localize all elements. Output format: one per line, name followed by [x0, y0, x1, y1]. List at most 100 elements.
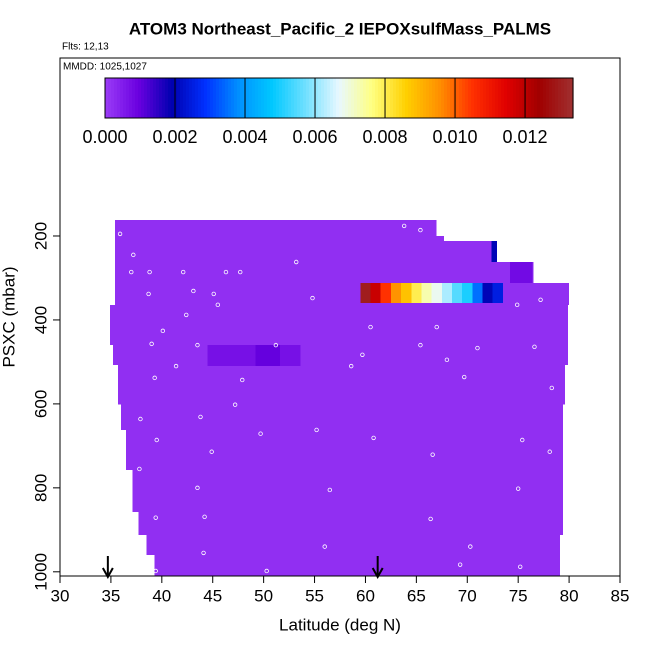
colorbar-swatch [132, 78, 136, 118]
sample-point [468, 544, 473, 549]
colorbar-swatch [222, 78, 226, 118]
curtain-cell [380, 282, 391, 304]
colorbar-swatch [540, 78, 544, 118]
colorbar-swatch [120, 78, 124, 118]
colorbar-swatch [480, 78, 484, 118]
curtain-cell [482, 282, 493, 304]
sample-point [240, 377, 245, 383]
sample-point [547, 449, 552, 454]
sample-point [180, 269, 186, 275]
colorbar-swatch [303, 78, 307, 118]
curtain-cell [462, 282, 473, 304]
colorbar-swatch [213, 78, 217, 118]
curtain-cell [118, 364, 566, 405]
colorbar-swatch [537, 78, 541, 118]
sample-point [514, 302, 520, 308]
colorbar-swatch [201, 78, 205, 118]
colorbar-swatch [441, 78, 445, 118]
colorbar-swatch [255, 78, 259, 118]
colorbar-swatch [360, 78, 364, 118]
colorbar-swatch [504, 78, 508, 118]
colorbar-swatch [267, 78, 271, 118]
y-tick-label: 400 [31, 306, 50, 334]
curtain-cell [279, 345, 301, 367]
colorbar-swatch [294, 78, 298, 118]
colorbar-swatch [156, 78, 160, 118]
sample-point [147, 269, 152, 275]
arrow-head [371, 567, 384, 580]
sample-point [232, 402, 238, 407]
colorbar-swatch [312, 78, 316, 118]
curtain-cell [411, 282, 422, 304]
sample-point [195, 342, 200, 348]
sample-point [549, 385, 554, 391]
sample-point [515, 486, 521, 491]
colorbar-swatch [372, 78, 376, 118]
colorbar-swatch [393, 78, 397, 118]
colorbar-swatch [270, 78, 274, 118]
sample-point [418, 342, 423, 348]
colorbar-swatch [288, 78, 292, 118]
colorbar-swatch [177, 78, 181, 118]
colorbar-swatch [114, 78, 118, 118]
colorbar-swatch [285, 78, 289, 118]
colorbar-swatch [168, 78, 172, 118]
arrow-head [101, 567, 114, 580]
colorbar-swatch [108, 78, 112, 118]
colorbar-swatch [525, 78, 529, 118]
sample-point [131, 252, 136, 258]
sample-point [146, 291, 151, 297]
y-tick-label: 800 [31, 474, 50, 502]
sample-point [117, 231, 123, 237]
sample-point [153, 515, 158, 520]
colorbar-swatch [195, 78, 199, 118]
sample-point [538, 297, 543, 302]
colorbar-swatch [240, 78, 244, 118]
sample-point [191, 288, 196, 294]
sample-point [434, 324, 439, 330]
colorbar-swatch [192, 78, 196, 118]
colorbar-swatch [468, 78, 472, 118]
curtain-cell [109, 304, 569, 346]
colorbar-swatch [486, 78, 490, 118]
sample-point [129, 269, 134, 275]
colorbar-swatch [126, 78, 130, 118]
colorbar-swatch [414, 78, 418, 118]
colorbar-swatch [282, 78, 286, 118]
sample-point [418, 227, 423, 233]
colorbar-swatch [207, 78, 211, 118]
sample-point [273, 342, 279, 348]
turn-arrow [371, 556, 384, 580]
colorbar-swatch [489, 78, 493, 118]
colorbar-tick-label: 0.002 [152, 127, 197, 147]
colorbar-swatch [219, 78, 223, 118]
colorbar-swatch [279, 78, 283, 118]
x-tick-label: 85 [611, 586, 630, 605]
colorbar-swatch [498, 78, 502, 118]
colorbar-swatch [342, 78, 346, 118]
colorbar-swatch [258, 78, 262, 118]
colorbar-swatch [147, 78, 151, 118]
colorbar-swatch [210, 78, 214, 118]
colorbar-swatch [495, 78, 499, 118]
colorbar-swatch [252, 78, 256, 118]
colorbar-swatch [105, 78, 109, 118]
colorbar-swatch [315, 78, 319, 118]
colorbar-swatch [153, 78, 157, 118]
x-tick-label: 40 [152, 586, 171, 605]
colorbar-swatch [381, 78, 385, 118]
sample-point [138, 416, 143, 422]
colorbar-swatch [357, 78, 361, 118]
turn-arrow [101, 556, 114, 580]
curtain-cell [401, 282, 412, 304]
sample-point [154, 437, 159, 443]
colorbar-swatch [423, 78, 427, 118]
colorbar-swatch [396, 78, 400, 118]
sample-point [211, 291, 216, 297]
sample-point [195, 485, 200, 491]
colorbar-swatch [432, 78, 436, 118]
colorbar-swatch [456, 78, 460, 118]
y-tick-label: 600 [31, 390, 50, 418]
colorbar-swatch [570, 78, 574, 118]
